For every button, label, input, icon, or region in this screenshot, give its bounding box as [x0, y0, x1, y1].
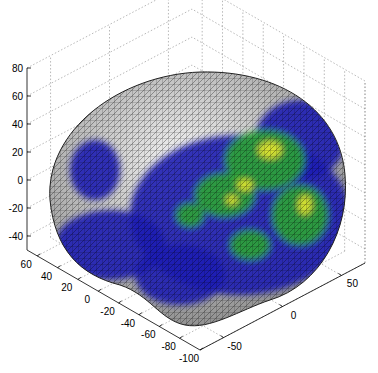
svg-text:-60: -60 — [141, 329, 156, 340]
svg-text:60: 60 — [21, 259, 33, 270]
svg-text:0: 0 — [291, 310, 297, 321]
svg-text:40: 40 — [41, 271, 53, 282]
svg-text:60: 60 — [12, 91, 24, 102]
svg-text:-40: -40 — [121, 318, 136, 329]
svg-text:-80: -80 — [161, 341, 176, 352]
svg-text:20: 20 — [12, 147, 24, 158]
svg-text:20: 20 — [61, 282, 73, 293]
svg-text:0: 0 — [84, 294, 90, 305]
svg-text:-40: -40 — [9, 231, 24, 242]
svg-text:50: 50 — [347, 278, 359, 289]
svg-text:40: 40 — [12, 119, 24, 130]
svg-text:-20: -20 — [9, 203, 24, 214]
svg-text:-100: -100 — [179, 353, 199, 364]
svg-text:0: 0 — [17, 175, 23, 186]
svg-text:-20: -20 — [100, 306, 115, 317]
svg-text:-50: -50 — [227, 341, 242, 352]
svg-text:80: 80 — [12, 63, 24, 74]
